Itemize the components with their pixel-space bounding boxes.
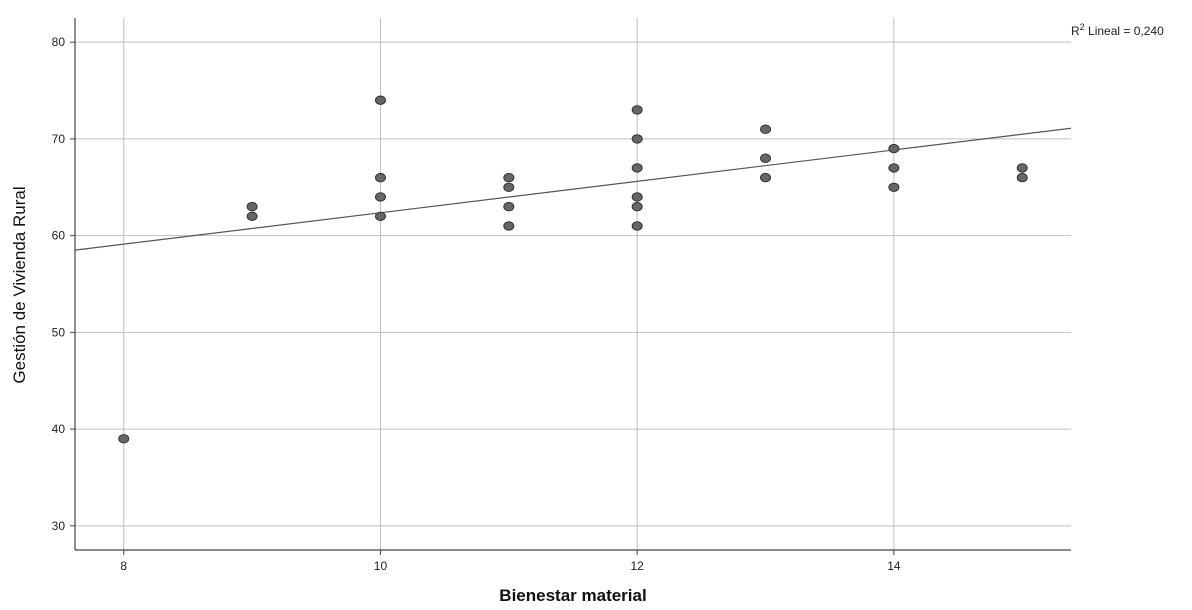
r-squared-superscript: 2 (1080, 22, 1085, 32)
data-point (888, 182, 900, 192)
x-tick-label: 8 (120, 559, 127, 573)
data-point (631, 201, 643, 212)
r-squared-annotation: R2 Lineal = 0,240 (1071, 22, 1164, 38)
tick-labels: 30 40 50 60 70 80 8 10 12 14 (52, 35, 901, 573)
data-point (1016, 163, 1028, 173)
data-point (374, 192, 386, 202)
axes (70, 18, 1071, 555)
data-point (374, 95, 386, 105)
data-point (631, 163, 643, 173)
data-point (503, 172, 515, 183)
data-point (631, 221, 643, 231)
data-point (1016, 172, 1028, 183)
data-point (374, 211, 386, 221)
y-tick-label: 80 (52, 35, 66, 49)
data-point (631, 105, 643, 115)
data-point (631, 192, 643, 202)
y-tick-label: 70 (52, 132, 66, 146)
data-point (246, 211, 258, 221)
data-point (888, 143, 900, 154)
regression-line (74, 127, 1072, 251)
r-squared-prefix: R (1071, 24, 1080, 38)
y-tick-label: 50 (52, 325, 66, 339)
x-tick-label: 12 (630, 559, 644, 573)
r-squared-text: Lineal = 0,240 (1085, 24, 1164, 38)
data-point (760, 172, 772, 183)
data-point (503, 201, 515, 212)
y-tick-label: 60 (52, 229, 66, 243)
gridlines (75, 18, 1071, 550)
data-point (888, 163, 900, 173)
y-tick-label: 40 (52, 422, 66, 436)
fit-line-group (74, 127, 1072, 251)
data-point (631, 134, 643, 144)
data-point (503, 182, 515, 192)
data-point (118, 434, 130, 444)
x-tick-label: 14 (887, 559, 901, 573)
x-axis-title: Bienestar material (499, 586, 646, 605)
data-points (118, 95, 1028, 444)
y-tick-label: 30 (52, 519, 66, 533)
data-point (246, 201, 258, 212)
data-point (760, 124, 772, 134)
data-point (374, 172, 386, 183)
y-axis-title: Gestión de Vivienda Rural (10, 186, 29, 383)
data-point (503, 221, 515, 231)
x-tick-label: 10 (374, 559, 388, 573)
data-point (760, 153, 772, 163)
